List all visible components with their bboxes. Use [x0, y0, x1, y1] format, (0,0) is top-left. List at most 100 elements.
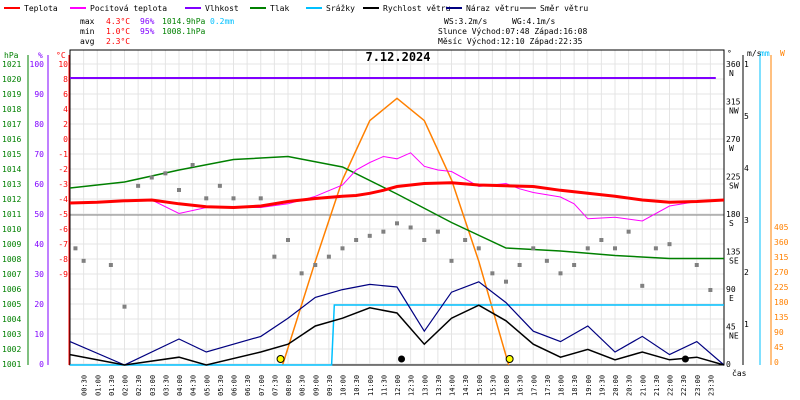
wind-direction-point — [531, 246, 536, 251]
wind-direction-point — [599, 238, 604, 242]
grid — [69, 50, 725, 365]
legend-label: Teplota — [24, 4, 58, 13]
tick-label-compass: SE — [729, 257, 739, 266]
tick-label-wind: 1 — [744, 60, 749, 69]
tick-label-compass: E — [729, 294, 734, 303]
stats-wind-speed: WS:3.2m/s — [444, 17, 488, 26]
axis-title-ms: m/s — [747, 49, 762, 58]
tick-label-compass: S — [729, 219, 734, 228]
tick-label-pressure: 1009 — [2, 240, 21, 249]
tick-label-time: 17:00 — [530, 375, 538, 396]
legend-label: Rychlost větru — [383, 4, 451, 13]
stats-row-label: avg — [80, 37, 95, 46]
wind-direction-point — [653, 246, 658, 251]
tick-label-time: 11:00 — [367, 375, 375, 396]
wind-direction-point — [558, 271, 563, 276]
legend-label: Pocitová teplota — [90, 4, 167, 13]
tick-label-time: 07:30 — [271, 375, 279, 396]
legend-label: Směr větru — [540, 4, 588, 13]
tick-label-time: 16:00 — [503, 375, 511, 396]
legend-label: Tlak — [270, 4, 289, 13]
tick-label-direction: 315 — [726, 98, 741, 107]
tick-label-humidity: 10 — [34, 330, 44, 339]
tick-label-direction: 45 — [726, 323, 736, 332]
tick-label-pressure: 1006 — [2, 285, 21, 294]
tick-label-temp: 4 — [63, 105, 68, 114]
tick-label-solar: 135 — [774, 313, 789, 322]
wind-direction-point — [367, 233, 372, 238]
series-rain — [70, 304, 724, 366]
wind-direction-point — [449, 258, 454, 263]
tick-label-time: 04:00 — [176, 375, 184, 396]
tick-label-pressure: 1016 — [2, 135, 21, 144]
chart-title: 7.12.2024 — [365, 50, 430, 64]
tick-label-temp: -8 — [58, 255, 68, 264]
tick-label-pressure: 1011 — [2, 210, 21, 219]
wind-direction-point — [149, 175, 154, 180]
axis-title-deg: ° — [727, 49, 732, 58]
tick-label-time: 18:30 — [571, 375, 579, 396]
wind-direction-point — [190, 163, 195, 167]
tick-label-temp: -7 — [58, 240, 68, 249]
wind-direction-point — [299, 271, 304, 276]
wind-direction-point — [585, 246, 590, 251]
tick-label-pressure: 1010 — [2, 225, 21, 234]
tick-label-compass: SW — [729, 182, 739, 191]
axis-title-pct: % — [38, 51, 43, 60]
tick-label-temp: 10 — [58, 60, 68, 69]
sunset-marker — [505, 355, 514, 363]
wind-direction-point — [490, 271, 495, 276]
series-wind-gust — [69, 281, 725, 366]
tick-label-solar: 270 — [774, 268, 789, 277]
tick-label-time: 23:00 — [694, 375, 702, 396]
tick-label-temp: -9 — [58, 270, 68, 279]
tick-label-pressure: 1013 — [2, 180, 21, 189]
tick-label-pressure: 1014 — [2, 165, 21, 174]
tick-label-direction: 360 — [726, 60, 741, 69]
stats-humidity: 96% — [140, 17, 155, 26]
tick-label-time: 04:30 — [190, 375, 198, 396]
tick-label-time: 15:00 — [476, 375, 484, 396]
axis-title-hpa: hPa — [4, 51, 19, 60]
wind-direction-point — [272, 254, 277, 259]
tick-label-pressure: 1005 — [2, 300, 21, 309]
tick-label-solar: 90 — [774, 328, 784, 337]
tick-label-compass: NE — [729, 332, 739, 341]
tick-label-time: 15:30 — [489, 375, 497, 396]
wind-direction-point — [640, 283, 645, 288]
tick-label-pressure: 1020 — [2, 75, 21, 84]
tick-label-solar: 315 — [774, 253, 789, 262]
stats-sun: Slunce Východ:07:48 Západ:16:08 — [438, 27, 587, 36]
tick-label-time: 18:00 — [558, 375, 566, 396]
stats-temp: 2.3°C — [106, 37, 130, 46]
legend-label: Srážky — [326, 4, 355, 13]
stats-humidity: 95% — [140, 27, 155, 36]
tick-label-compass: W — [729, 144, 734, 153]
stats-temp: 1.0°C — [106, 27, 130, 36]
tick-label-compass: NW — [729, 107, 739, 116]
wind-direction-point — [326, 254, 331, 259]
tick-label-time: 12:30 — [408, 375, 416, 396]
wind-direction-point — [544, 258, 549, 263]
wind-direction-point — [340, 246, 345, 251]
tick-label-temp: -2 — [58, 165, 68, 174]
tick-label-time: 06:30 — [244, 375, 252, 396]
wind-direction-point — [381, 229, 386, 234]
wind-direction-point — [463, 238, 468, 242]
moonset-marker — [681, 355, 689, 363]
tick-label-time: 10:30 — [353, 375, 361, 396]
tick-label-temp: -4 — [58, 195, 68, 204]
wind-direction-point — [354, 238, 359, 242]
tick-label-wind: 4 — [744, 164, 749, 173]
tick-label-humidity: 90 — [34, 90, 44, 99]
tick-label-wind: 2 — [744, 268, 749, 277]
tick-label-time: 19:30 — [598, 375, 606, 396]
tick-label-pressure: 1007 — [2, 270, 21, 279]
wind-direction-point — [694, 263, 699, 267]
tick-label-time: 21:00 — [639, 375, 647, 396]
tick-label-pressure: 1002 — [2, 345, 21, 354]
wind-direction-point — [613, 246, 617, 251]
wind-direction-point — [667, 242, 672, 247]
wind-direction-point — [708, 288, 713, 292]
tick-label-direction: 0 — [726, 360, 731, 369]
